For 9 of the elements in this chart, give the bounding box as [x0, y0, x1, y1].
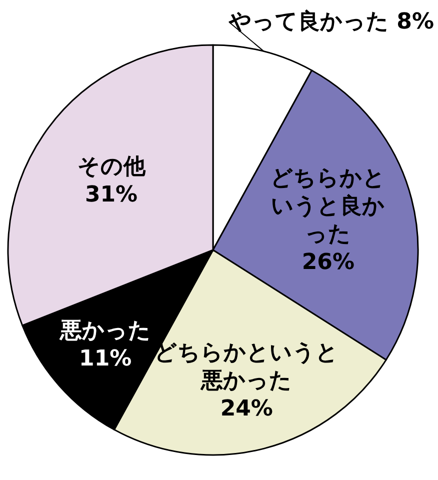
data-label: 31%: [84, 182, 138, 208]
slice-label: その他: [77, 154, 146, 180]
slice-label: どちらかというと悪かった: [154, 340, 339, 394]
slice-label: どちらかというと良かった: [270, 166, 386, 247]
data-label: 11%: [79, 346, 132, 372]
data-label: 26%: [302, 250, 354, 275]
slice-label: やって良かった 8%: [228, 8, 434, 34]
slice-label: 悪かった: [58, 318, 151, 344]
data-label: 24%: [220, 396, 273, 422]
